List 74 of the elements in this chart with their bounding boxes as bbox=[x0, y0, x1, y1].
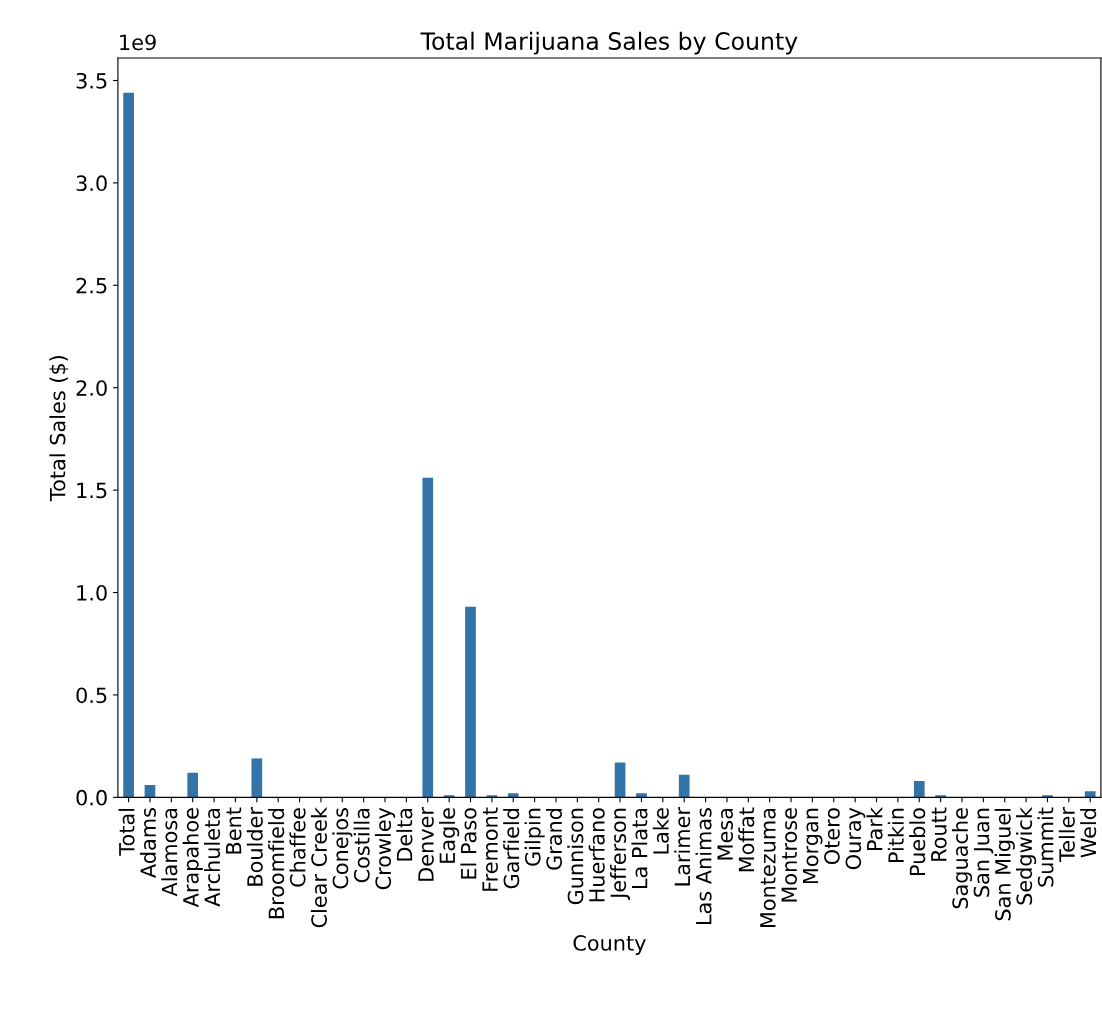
bar bbox=[1084, 791, 1096, 798]
x-tick-label: Gunnison bbox=[567, 808, 584, 905]
x-axis-title: County bbox=[573, 935, 646, 955]
x-tick-label: Mesa bbox=[717, 808, 733, 860]
x-tick-label: Crowley bbox=[374, 807, 396, 890]
x-tick-label: Saguache bbox=[951, 808, 973, 909]
y-tick-label: 2.0 bbox=[76, 380, 107, 396]
x-tick-label: Larimer bbox=[674, 807, 691, 886]
x-tick-label: Adams bbox=[139, 808, 157, 878]
x-tick-label: El Paso bbox=[460, 808, 477, 879]
text: 1e9 bbox=[120, 34, 156, 51]
y-tick-label: 1.5 bbox=[77, 482, 107, 499]
x-tick-label: Clear Creek bbox=[310, 807, 327, 928]
x-tick-label: Weld bbox=[1080, 808, 1097, 858]
x-tick-label: Fremont bbox=[482, 807, 498, 891]
x-tick-label: San Miguel bbox=[994, 809, 1015, 921]
x-tick-label: Grand bbox=[545, 808, 563, 870]
x-tick-label: Montrose bbox=[781, 808, 798, 902]
x-tick-label: Lake bbox=[652, 808, 669, 854]
y-tick-label: 2.5 bbox=[76, 277, 107, 294]
x-tick-label: Boulder bbox=[246, 807, 263, 886]
x-tick-label: Ouray bbox=[845, 807, 866, 870]
bar bbox=[465, 606, 476, 798]
x-tick-label: San Juan bbox=[973, 808, 994, 897]
y-tick-label: 3.5 bbox=[76, 72, 107, 89]
x-tick-label: Arapahoe bbox=[182, 808, 203, 908]
bar bbox=[614, 762, 626, 798]
x-tick-label: Summit bbox=[1037, 807, 1054, 887]
x-tick-label: Otero bbox=[824, 808, 840, 865]
bar bbox=[1042, 795, 1053, 798]
x-tick-label: Moffat bbox=[738, 807, 755, 872]
x-tick-label: Huerfano bbox=[588, 808, 605, 902]
y-tick-label: 0.0 bbox=[76, 789, 107, 806]
y-axis-title: Total Sales ($) bbox=[49, 356, 69, 502]
bar bbox=[443, 795, 455, 798]
x-tick-label: Chaffee bbox=[289, 808, 306, 887]
x-tick-label: Garfield bbox=[503, 808, 520, 889]
y-tick-label: 3.0 bbox=[76, 175, 107, 192]
x-tick-label: Costilla bbox=[353, 808, 370, 883]
x-tick-label: Montezuma bbox=[760, 808, 776, 928]
bar bbox=[507, 793, 519, 798]
bar bbox=[123, 92, 134, 798]
bar bbox=[144, 785, 156, 798]
x-tick-label: Broomfield bbox=[268, 808, 285, 919]
x-tick-label: Park bbox=[866, 807, 883, 851]
x-tick-label: Conejos bbox=[332, 808, 353, 889]
bar bbox=[935, 795, 946, 798]
x-tick-label: Archuleta bbox=[203, 808, 221, 907]
chart-title: Total Marijuana Sales by County bbox=[420, 31, 798, 55]
x-tick-label: Teller bbox=[1058, 807, 1075, 863]
bar bbox=[187, 772, 199, 798]
x-tick-label: Jefferson bbox=[610, 808, 631, 900]
x-tick-label: Pueblo bbox=[909, 808, 926, 875]
x-tick-label: Routt bbox=[931, 807, 947, 861]
bar bbox=[422, 477, 434, 798]
x-tick-label: Las Animas bbox=[695, 808, 712, 925]
bar bbox=[913, 780, 925, 798]
bar bbox=[486, 795, 498, 798]
x-tick-label: Delta bbox=[396, 808, 413, 861]
bar bbox=[678, 774, 690, 798]
x-tick-label: Alamosa bbox=[161, 808, 178, 897]
y-tick-label: 1.0 bbox=[77, 584, 107, 601]
x-tick-label: Eagle bbox=[439, 808, 460, 863]
x-tick-label: Gilpin bbox=[524, 808, 545, 866]
x-tick-label: Total bbox=[118, 809, 135, 856]
x-tick-label: Sedgwick bbox=[1016, 807, 1037, 905]
x-tick-label: Denver bbox=[418, 807, 434, 881]
x-tick-label: Pitkin bbox=[887, 808, 904, 863]
y-tick-label: 0.5 bbox=[76, 687, 107, 704]
x-tick-label: Bent bbox=[226, 807, 242, 854]
bar bbox=[636, 793, 647, 798]
x-tick-label: La Plata bbox=[631, 808, 648, 889]
x-tick-label: Morgan bbox=[802, 808, 823, 884]
bar bbox=[251, 758, 263, 798]
